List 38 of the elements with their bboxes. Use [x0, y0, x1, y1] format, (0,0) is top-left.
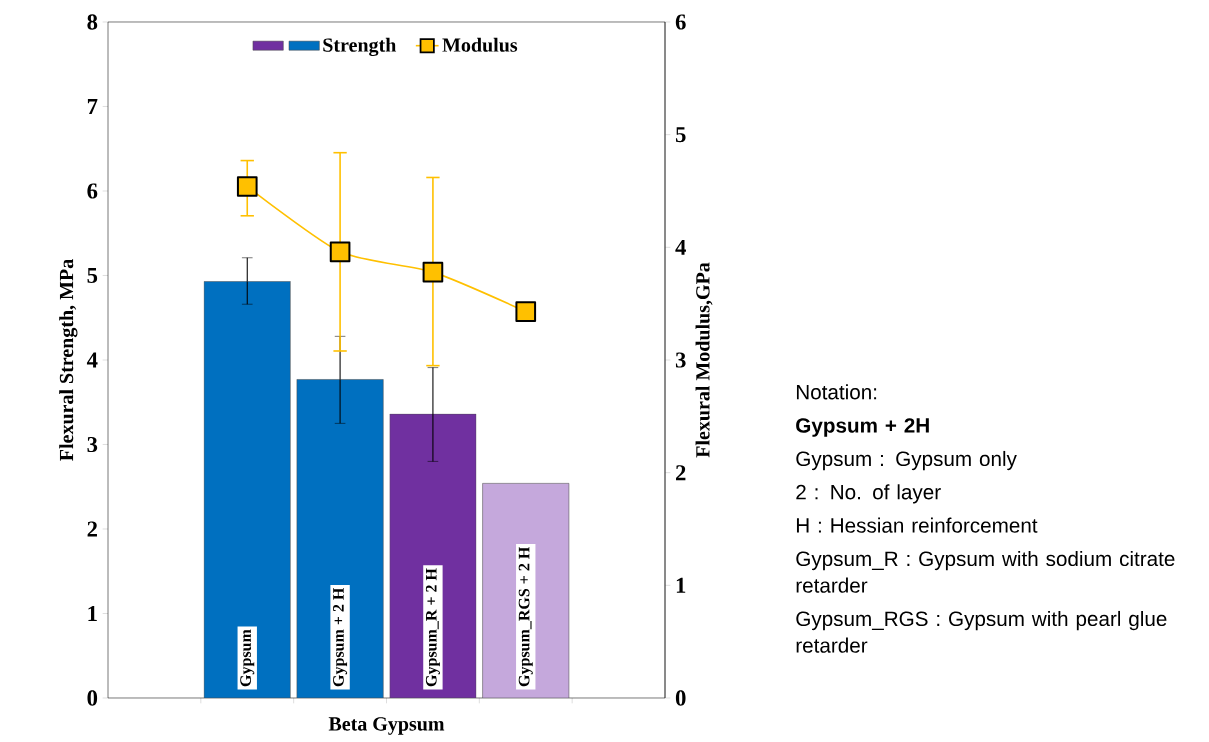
- y-tick-label: 4: [86, 352, 98, 368]
- y2-tick-label: 0: [675, 690, 686, 706]
- y2-tick-label: 2: [676, 465, 686, 481]
- text: Gypsum : Gypsum only: [796, 450, 1017, 471]
- text: H : Hessian reinforcement: [796, 517, 1038, 533]
- y-tick-label: 3: [87, 436, 98, 453]
- legend-label: Modulus: [442, 37, 518, 52]
- y-tick-label: 5: [87, 267, 98, 284]
- x-tick-label: Gypsum + 2 H: [333, 587, 348, 687]
- y-tick-label: 6: [87, 183, 98, 199]
- y-tick-label: 1: [88, 606, 97, 621]
- point: [236, 176, 258, 197]
- y-axis-title: Flexural Strength, MPa: [59, 259, 78, 461]
- point: [329, 241, 351, 263]
- x-axis-title: Beta Gypsum: [328, 717, 445, 735]
- y-tick-label: 7: [87, 99, 98, 114]
- bar: [296, 379, 384, 698]
- point: [515, 301, 537, 322]
- bar: [389, 413, 477, 698]
- text: Gypsum_RGS : Gypsum with pearl glue retarder: [796, 610, 1167, 653]
- y-tick-label: 8: [87, 14, 98, 30]
- y2-tick-label: 4: [675, 239, 686, 255]
- text: Gypsum + 2H: [796, 418, 929, 437]
- x-tick-label: Gypsum: [240, 629, 255, 687]
- x-tick-label: Gypsum_RGS + 2 H: [518, 546, 533, 687]
- text: 2 : No. of layer: [796, 484, 941, 504]
- y2-tick-label: 3: [675, 352, 686, 368]
- y2-axis-title: Flexural Modulus,GPa: [695, 262, 713, 458]
- y2-tick-label: 5: [675, 127, 686, 143]
- y2-tick-label: 6: [675, 14, 686, 30]
- y-tick-label: 2: [87, 521, 97, 537]
- y-tick-label: 0: [87, 690, 98, 706]
- text: Gypsum_R : Gypsum with sodium citrate retarder: [796, 550, 1175, 593]
- y2-tick-label: 1: [676, 577, 686, 593]
- x-tick-label: Gypsum_R + 2 H: [425, 568, 440, 687]
- text: Notation:: [796, 384, 877, 400]
- legend-label: Strength: [323, 37, 397, 57]
- point: [422, 261, 444, 283]
